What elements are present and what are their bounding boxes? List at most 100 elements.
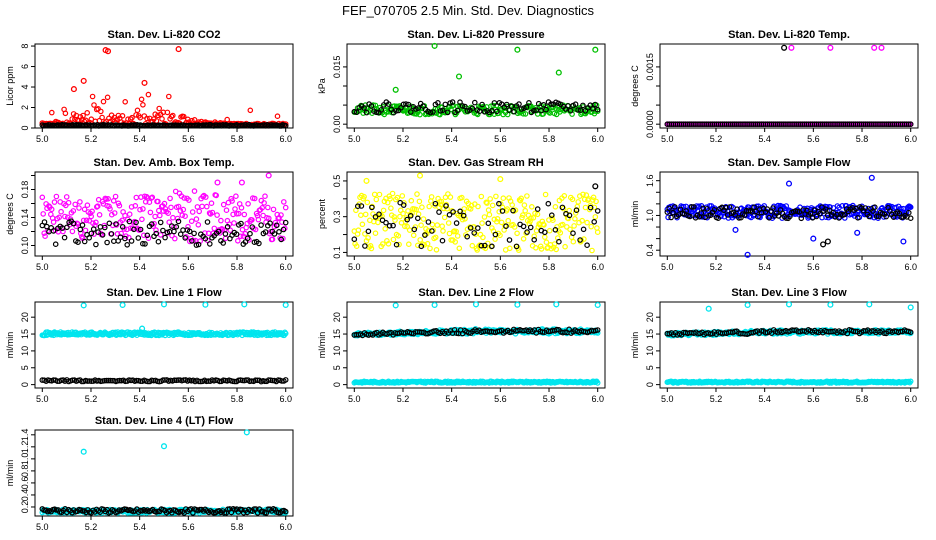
outlier-point <box>820 241 827 248</box>
data-point <box>386 223 393 229</box>
data-point <box>127 116 134 122</box>
data-point <box>396 241 402 248</box>
data-point <box>432 200 439 207</box>
data-point <box>450 209 456 215</box>
data-point <box>552 227 559 233</box>
outlier-point <box>514 301 521 308</box>
data-point <box>571 223 577 229</box>
y-axis-label: ml/min <box>5 460 15 487</box>
x-tick-label: 5.8 <box>231 522 244 532</box>
data-point <box>417 111 423 118</box>
data-point <box>556 238 562 245</box>
data-point <box>393 108 399 114</box>
data-point <box>140 206 146 212</box>
data-point <box>413 206 420 213</box>
outlier-point <box>104 48 112 55</box>
y-axis-label: ml/min <box>317 332 327 359</box>
data-point <box>233 193 239 200</box>
outlier-point <box>555 69 562 76</box>
data-point <box>69 116 76 122</box>
data-point <box>249 217 255 223</box>
data-point <box>95 229 101 235</box>
x-tick-label: 5.0 <box>661 262 674 272</box>
data-point <box>418 222 424 229</box>
data-point <box>373 196 380 203</box>
x-tick-label: 5.2 <box>397 394 410 404</box>
data-point <box>393 241 400 248</box>
data-points <box>351 42 601 118</box>
data-point <box>541 234 548 240</box>
data-point <box>474 225 481 231</box>
data-point <box>365 228 372 235</box>
data-point <box>482 245 489 252</box>
data-point <box>444 109 451 116</box>
data-point <box>88 230 95 237</box>
data-point <box>186 197 192 203</box>
data-point <box>359 221 366 228</box>
data-points <box>39 301 289 385</box>
data-point <box>385 101 392 107</box>
data-point <box>570 238 577 245</box>
data-point <box>353 109 360 116</box>
data-point <box>414 191 420 197</box>
y-tick-label: 0.5 <box>332 175 342 188</box>
data-point <box>282 122 289 129</box>
chart-title: Stan. Dev. Li-820 Pressure <box>407 29 544 41</box>
x-tick-label: 5.8 <box>231 134 244 144</box>
data-point <box>704 206 710 212</box>
outlier-point <box>392 302 399 309</box>
data-point <box>907 329 914 336</box>
y-tick-label: 0.4 <box>20 489 30 502</box>
data-point <box>101 377 108 384</box>
data-point <box>538 107 545 114</box>
data-point <box>543 106 549 113</box>
data-point <box>427 109 434 116</box>
data-point <box>584 242 590 249</box>
data-point <box>898 205 904 212</box>
data-point <box>209 209 216 216</box>
data-point <box>122 235 128 242</box>
data-point <box>39 194 46 201</box>
data-point <box>775 213 782 219</box>
data-point <box>235 238 241 244</box>
outlier-point <box>900 238 907 245</box>
x-tick-label: 5.6 <box>807 134 820 144</box>
data-point <box>866 213 873 220</box>
data-point <box>532 245 539 251</box>
data-point <box>135 235 142 241</box>
plot-frame <box>34 43 294 129</box>
y-tick-label: 0.015 <box>332 56 342 79</box>
data-point <box>60 228 66 235</box>
data-point <box>104 239 110 246</box>
data-point <box>487 196 494 202</box>
data-points <box>351 301 601 386</box>
data-point <box>144 232 151 239</box>
outlier-point <box>866 301 873 308</box>
data-point <box>435 100 441 106</box>
data-point <box>446 212 453 218</box>
data-point <box>208 200 215 207</box>
data-point <box>390 236 397 243</box>
data-point <box>516 101 522 107</box>
y-tick-label: 6 <box>20 64 30 69</box>
data-point <box>77 114 84 120</box>
data-point <box>528 204 535 210</box>
data-point <box>382 226 389 232</box>
y-tick-label: 20 <box>20 312 30 322</box>
data-point <box>241 211 248 218</box>
data-point <box>372 214 379 220</box>
data-point <box>238 205 245 211</box>
outlier-point <box>416 172 424 179</box>
data-point <box>202 235 209 242</box>
data-point <box>510 207 516 214</box>
data-point <box>122 99 129 105</box>
data-point <box>161 200 168 207</box>
data-point <box>521 105 527 111</box>
x-tick-label: 5.6 <box>807 262 820 272</box>
x-tick-label: 6.0 <box>904 134 917 144</box>
plot-frame <box>34 301 294 389</box>
outlier-point <box>705 305 712 312</box>
x-tick-label: 5.8 <box>543 262 556 272</box>
